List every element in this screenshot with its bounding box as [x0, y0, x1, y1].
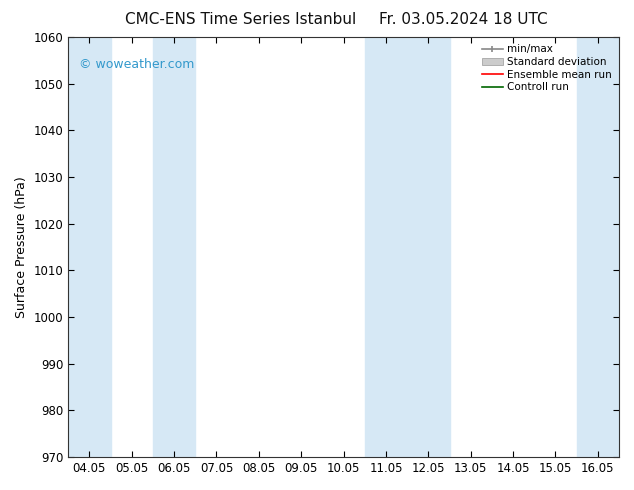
Bar: [365, 37, 450, 457]
Text: © woweather.com: © woweather.com: [79, 58, 195, 71]
Bar: [153, 37, 195, 457]
Bar: [68, 37, 110, 457]
Legend: min/max, Standard deviation, Ensemble mean run, Controll run: min/max, Standard deviation, Ensemble me…: [480, 42, 614, 95]
Text: CMC-ENS Time Series Istanbul: CMC-ENS Time Series Istanbul: [126, 12, 356, 27]
Text: Fr. 03.05.2024 18 UTC: Fr. 03.05.2024 18 UTC: [378, 12, 547, 27]
Y-axis label: Surface Pressure (hPa): Surface Pressure (hPa): [15, 176, 28, 318]
Bar: [577, 37, 619, 457]
